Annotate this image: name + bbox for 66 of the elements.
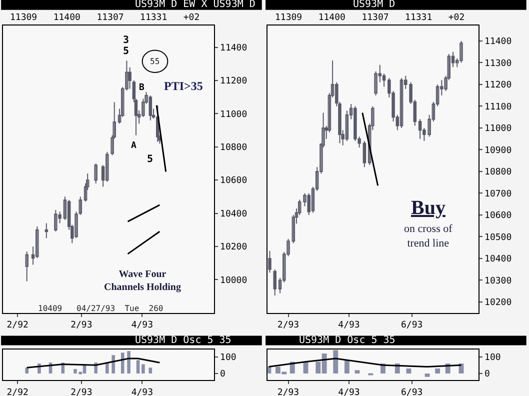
- x-tick-label: 2/93: [277, 320, 300, 331]
- x-tick-label: 2/92: [6, 320, 28, 331]
- y-tick-label: 0: [484, 370, 490, 380]
- bar: [148, 368, 152, 374]
- line-series: [26, 358, 160, 368]
- x-tick-label: 4/93: [338, 388, 360, 396]
- y-tick-label: 11400: [220, 43, 248, 54]
- x-tick-label: 4/93: [338, 320, 360, 331]
- annotation: Buy: [411, 197, 446, 219]
- x-tick-label: 2/92: [6, 388, 28, 396]
- annotation: 5: [123, 46, 130, 57]
- bar: [406, 368, 412, 374]
- chart-subtitle: 11309 11400 11307 11331 +02: [10, 13, 200, 23]
- bar: [25, 368, 29, 374]
- bar: [127, 350, 130, 374]
- annotation: PTI>35: [164, 79, 203, 93]
- y-tick-label: 10900: [484, 146, 512, 156]
- annotation: 3: [123, 35, 130, 46]
- y-tick-label: 100: [220, 352, 236, 363]
- bar: [354, 370, 360, 374]
- bar: [136, 360, 140, 374]
- annotation: B: [139, 83, 145, 93]
- annotation: on cross of trend line: [404, 223, 453, 250]
- chart-subtitle: 11309 11400 11307 11331 +02: [275, 13, 465, 23]
- bar: [435, 368, 440, 374]
- x-tick-label: 2/93: [277, 388, 300, 396]
- y-tick-label: 11400: [484, 37, 512, 48]
- bar: [333, 350, 338, 374]
- annotation: 5: [147, 154, 154, 165]
- bar: [424, 373, 430, 377]
- bar: [120, 352, 124, 374]
- annotation: Wave Four Channels Holding: [104, 269, 181, 293]
- annotation: 10409 04/27/93 Tue 260: [38, 304, 164, 313]
- annotation: A: [131, 141, 137, 151]
- y-tick-label: 0: [220, 370, 226, 380]
- y-tick-label: 10800: [220, 143, 248, 154]
- x-tick-label: 6/93: [400, 320, 423, 331]
- y-tick-label: 10300: [484, 276, 512, 286]
- y-tick-label: 10800: [484, 168, 512, 178]
- x-tick-label: 2/93: [70, 320, 92, 331]
- y-tick-label: 11200: [484, 80, 512, 91]
- y-tick-label: 11200: [220, 76, 248, 87]
- chart-title: US93M D Osc 5 35: [299, 335, 396, 346]
- y-tick-label: 10400: [484, 254, 512, 265]
- y-tick-label: 11300: [484, 58, 512, 69]
- y-tick-label: 11000: [484, 124, 512, 134]
- bar: [142, 364, 145, 374]
- y-tick-label: 10600: [220, 176, 248, 186]
- x-tick-label: 4/93: [131, 388, 154, 396]
- y-tick-label: 11000: [220, 110, 248, 120]
- bar: [112, 355, 115, 374]
- y-tick-label: 10200: [484, 298, 512, 308]
- y-tick-label: 11100: [484, 102, 512, 112]
- y-tick-label: 10700: [484, 189, 512, 200]
- x-tick-label: 4/93: [131, 320, 154, 331]
- y-tick-label: 100: [484, 352, 501, 363]
- y-tick-label: 10200: [220, 242, 248, 253]
- y-tick-label: 10600: [484, 211, 512, 222]
- bar: [344, 360, 350, 374]
- chart-title: US93M D Osc 5 35: [135, 335, 232, 346]
- x-tick-label: 6/93: [400, 388, 423, 396]
- y-tick-label: 10400: [220, 209, 248, 220]
- y-tick-label: 10000: [220, 276, 248, 286]
- annotation: 55: [150, 57, 160, 66]
- x-tick-label: 2/93: [70, 388, 92, 396]
- y-tick-label: 10500: [484, 232, 512, 243]
